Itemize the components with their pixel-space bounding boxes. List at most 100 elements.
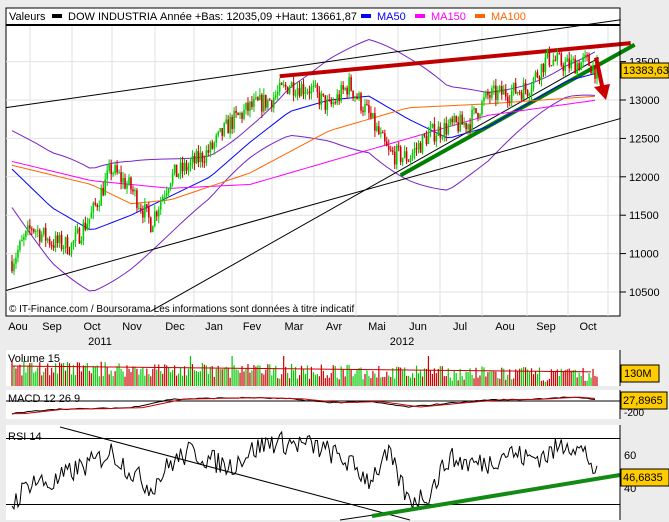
volume-bar <box>193 370 196 386</box>
volume-bar <box>507 374 509 386</box>
copyright-note: © IT-Finance.com / Boursorama Les inform… <box>9 304 355 315</box>
range-text: Année +Bas: 12035,09 +Haut: 13661,87 <box>160 11 357 23</box>
volume-bar <box>411 373 414 386</box>
volume-bar <box>144 375 146 386</box>
month-label: Dec <box>165 321 185 333</box>
volume-bar <box>273 368 275 386</box>
volume-bar <box>281 374 283 386</box>
candle-body <box>60 234 63 249</box>
volume-bar <box>360 367 362 386</box>
candle-body <box>261 94 263 112</box>
candle-body <box>259 94 261 101</box>
candle-body <box>346 87 348 95</box>
volume-bar <box>37 367 39 386</box>
candle-body <box>584 54 586 57</box>
candle-body <box>251 101 253 107</box>
candle-body <box>72 240 75 244</box>
volume-bar <box>556 369 558 386</box>
candle-body <box>290 82 293 88</box>
candle-body <box>151 226 154 233</box>
volume-bar <box>328 377 330 386</box>
candle-body <box>512 82 515 91</box>
price-tick-label: 11000 <box>629 249 659 261</box>
volume-bar <box>318 376 320 386</box>
candle-body <box>487 91 489 96</box>
candle-body <box>580 62 582 71</box>
candle-body <box>146 204 148 207</box>
candle-body <box>352 90 354 98</box>
candle-body <box>338 94 340 102</box>
year-label: 2012 <box>390 336 414 348</box>
candle-body <box>33 229 35 232</box>
candle-body <box>189 161 192 167</box>
volume-bar <box>445 375 447 386</box>
candle-body <box>40 234 43 242</box>
candle-body <box>413 148 416 153</box>
candle-body <box>372 113 374 118</box>
candle-body <box>38 230 41 242</box>
volume-average-line <box>11 365 592 373</box>
volume-bar <box>88 370 90 386</box>
volume-bar <box>419 370 422 386</box>
candle-body <box>506 96 509 102</box>
candle-body <box>302 84 305 94</box>
volume-bar <box>310 366 313 386</box>
month-label: Aou <box>8 321 28 333</box>
volume-bar <box>439 366 441 386</box>
candle-body <box>167 188 170 193</box>
candle-body <box>118 172 120 174</box>
candle-body <box>499 85 501 90</box>
candle-body <box>88 218 91 224</box>
candle-body <box>501 85 503 95</box>
candle-body <box>453 116 456 123</box>
volume-bar <box>421 376 424 386</box>
candle-body <box>518 92 521 94</box>
volume-bar <box>98 376 100 386</box>
candle-body <box>159 201 162 210</box>
candle-body <box>102 187 105 196</box>
candle-body <box>270 100 273 108</box>
volume-bar <box>523 367 525 386</box>
candle-body <box>504 89 507 97</box>
candle-body <box>393 151 396 165</box>
candle-body <box>405 151 408 162</box>
candle-body <box>54 235 57 248</box>
trendline-long-trend-2 <box>5 117 621 291</box>
volume-bar <box>425 368 428 386</box>
candle-body <box>433 123 436 142</box>
volume-bar <box>130 372 132 386</box>
volume-bar <box>225 366 227 386</box>
candle-body <box>153 211 156 227</box>
volume-bar <box>289 378 291 386</box>
candle-body <box>548 48 551 66</box>
candle-body <box>550 65 553 67</box>
candle-body <box>46 238 49 241</box>
candle-body <box>358 93 360 99</box>
candle-body <box>360 93 362 111</box>
volume-bar <box>58 362 61 386</box>
candle-body <box>132 189 134 192</box>
volume-bar <box>374 373 376 386</box>
year-label: 2011 <box>88 336 112 348</box>
volume-bar <box>187 368 190 386</box>
candle-body <box>558 53 561 55</box>
volume-bar <box>300 365 303 386</box>
candle-body <box>574 58 576 74</box>
candle-body <box>384 133 386 142</box>
candle-body <box>76 228 79 233</box>
candle-body <box>562 65 565 71</box>
candle-body <box>282 84 285 86</box>
candle-body <box>554 59 557 61</box>
candle-body <box>78 228 81 244</box>
volume-bar <box>162 373 164 386</box>
candle-body <box>298 88 301 97</box>
volume-bar <box>515 369 517 386</box>
candle-body <box>36 230 39 232</box>
volume-bar <box>447 368 449 386</box>
candle-body <box>411 152 414 158</box>
volume-bar <box>53 372 55 386</box>
candle-body <box>13 263 15 272</box>
volume-bar <box>124 376 126 386</box>
volume-bar <box>114 371 116 386</box>
